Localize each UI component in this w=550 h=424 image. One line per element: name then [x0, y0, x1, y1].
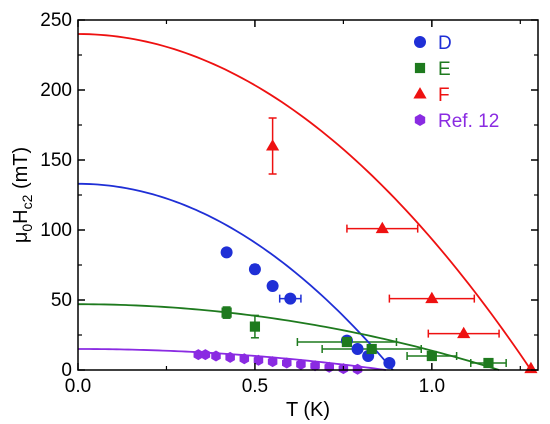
- data-point-d: [284, 292, 297, 305]
- x-tick-label: 1.0: [419, 376, 445, 397]
- legend-label-f: F: [438, 85, 450, 106]
- svg-text:μ0Hc2 (mT): μ0Hc2 (mT): [10, 147, 35, 243]
- x-tick-label: 0.5: [242, 376, 268, 397]
- data-point-d: [266, 280, 279, 292]
- legend-label-ref-12: Ref. 12: [438, 111, 499, 132]
- y-tick-label: 50: [51, 290, 72, 311]
- data-point-e: [341, 336, 353, 348]
- y-tick-label: 150: [40, 150, 72, 171]
- y-axis-label-base: μ: [10, 232, 32, 244]
- legend-marker-e: [414, 62, 426, 74]
- legend: DEF Ref. 12: [413, 33, 499, 132]
- y-tick-label: 0: [61, 360, 72, 381]
- data-point-ref-12: [282, 357, 292, 369]
- legend-label-d: D: [438, 33, 452, 54]
- y-axis-label: μ0Hc2 (mT): [10, 147, 35, 243]
- data-point-e: [426, 350, 437, 362]
- axis-ticks: 0.0 0.5 1.0 0 50 100 150 200 250: [40, 10, 538, 397]
- data-point-ref-12: [253, 354, 264, 366]
- data-point-e: [249, 321, 261, 332]
- data-point-ref-12: [296, 358, 306, 370]
- y-axis-label-unit: (mT): [10, 147, 32, 195]
- data-point-e: [366, 343, 377, 355]
- legend-label-e: E: [438, 59, 451, 80]
- data-point-d: [220, 246, 233, 259]
- plot-area: [78, 20, 538, 370]
- x-tick-label: 0.0: [65, 376, 91, 397]
- data-point-ref-12: [239, 353, 250, 365]
- legend-marker-d: [414, 36, 426, 48]
- fit-curve-e: [77, 303, 500, 371]
- data-points: [193, 139, 538, 375]
- data-point-ref-12: [225, 351, 235, 363]
- data-point-e: [483, 357, 494, 369]
- data-point-f: [266, 139, 280, 151]
- fit-curve-d: [77, 182, 394, 371]
- y-axis-label-sub1: c2: [19, 194, 35, 209]
- data-point-ref-12: [211, 350, 221, 362]
- data-point-f: [375, 221, 389, 234]
- data-point-f: [457, 326, 471, 339]
- data-point-d: [383, 357, 396, 369]
- y-tick-label: 250: [40, 10, 72, 31]
- data-point-d: [351, 343, 364, 355]
- x-axis-label: T (K): [286, 399, 330, 421]
- y-axis-label-mid: H: [10, 209, 32, 223]
- data-point-ref-12: [267, 356, 278, 368]
- legend-marker-ref-12: [414, 114, 426, 126]
- data-point-d: [248, 263, 261, 276]
- y-tick-label: 100: [40, 220, 72, 241]
- data-point-e: [221, 307, 232, 318]
- fit-curve-f: [77, 33, 532, 371]
- data-point-ref-12: [310, 360, 320, 372]
- y-axis-label-sub0: 0: [19, 224, 35, 232]
- data-point-ref-12: [200, 349, 211, 361]
- legend-marker-f: [413, 87, 427, 99]
- data-point-f: [425, 291, 439, 304]
- y-tick-label: 200: [40, 80, 72, 101]
